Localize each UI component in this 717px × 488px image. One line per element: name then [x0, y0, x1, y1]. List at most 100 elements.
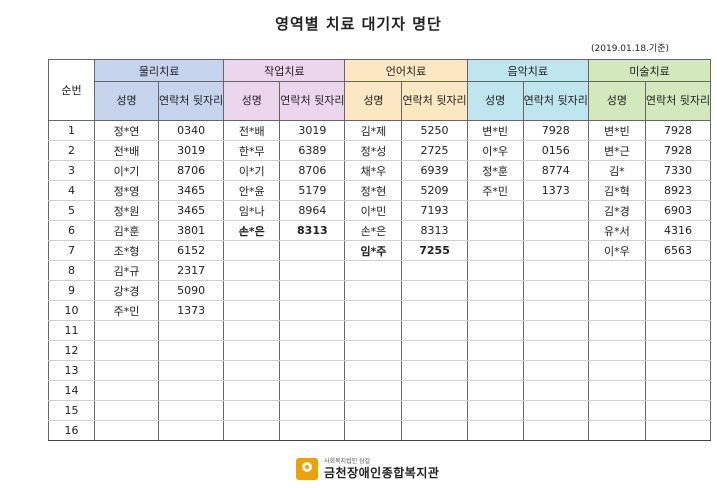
contact-cell: [279, 400, 346, 421]
name-cell: [587, 400, 646, 421]
contact-cell: 0156: [522, 140, 589, 161]
table-row: 4 정*영 3465 안*윤 5179 정*현 5209 주*민 1373 김*혁 8923: [48, 180, 712, 201]
table-row: 14: [48, 380, 712, 401]
contact-cell: [644, 260, 712, 281]
name-cell: [587, 300, 646, 321]
name-header: 성명: [466, 81, 524, 121]
name-cell: [94, 380, 159, 401]
name-cell: 이*우: [587, 240, 646, 261]
contact-cell: 5090: [157, 280, 225, 301]
seq-cell: 3: [48, 160, 95, 181]
contact-cell: [522, 380, 589, 401]
table-row: 9 강*경 5090: [48, 280, 712, 301]
name-cell: [587, 320, 646, 341]
name-cell: [344, 340, 403, 361]
name-cell: [466, 360, 524, 381]
name-header: 성명: [223, 81, 281, 121]
seq-cell: 5: [48, 200, 95, 221]
name-cell: [466, 240, 524, 261]
contact-cell: [157, 320, 225, 341]
contact-cell: 5250: [401, 120, 468, 141]
contact-cell: [522, 280, 589, 301]
contact-cell: [401, 280, 468, 301]
contact-cell: [401, 300, 468, 321]
name-cell: [466, 380, 524, 401]
contact-cell: [522, 200, 589, 221]
table-row: 11: [48, 320, 712, 341]
contact-cell: [401, 260, 468, 281]
contact-cell: [157, 400, 225, 421]
name-cell: [466, 320, 524, 341]
name-header: 성명: [587, 81, 646, 121]
name-cell: 전*배: [94, 140, 159, 161]
contact-cell: 6389: [279, 140, 346, 161]
contact-cell: [522, 300, 589, 321]
contact-cell: [279, 380, 346, 401]
page-title: 영역별 치료 대기자 명단: [275, 15, 442, 33]
name-cell: [223, 340, 281, 361]
contact-cell: 1373: [157, 300, 225, 321]
contact-cell: 3019: [157, 140, 225, 161]
name-cell: 전*배: [223, 120, 281, 141]
contact-cell: [522, 240, 589, 261]
contact-header: 연락처 뒷자리: [157, 81, 225, 121]
name-cell: 이*우: [466, 140, 524, 161]
name-cell: [94, 360, 159, 381]
contact-cell: 6939: [401, 160, 468, 181]
name-cell: 손*은: [223, 220, 281, 241]
name-cell: [587, 360, 646, 381]
name-cell: [587, 420, 646, 441]
reference-date: (2019.01.18.기준): [591, 44, 669, 54]
org-name: 금천장애인종합복지관: [324, 466, 440, 480]
name-cell: [587, 280, 646, 301]
name-cell: [223, 360, 281, 381]
table-row: 5 정*원 3465 임*나 8964 이*민 7193 김*경 6903: [48, 200, 712, 221]
contact-cell: 3465: [157, 180, 225, 201]
seq-cell: 11: [48, 320, 95, 341]
table-row: 16: [48, 420, 712, 441]
name-cell: [466, 340, 524, 361]
contact-cell: [157, 420, 225, 441]
seq-cell: 13: [48, 360, 95, 381]
name-cell: [587, 260, 646, 281]
contact-cell: 6152: [157, 240, 225, 261]
contact-cell: 3019: [279, 120, 346, 141]
contact-cell: [644, 420, 712, 441]
name-cell: [223, 300, 281, 321]
contact-cell: 5179: [279, 180, 346, 201]
table-row: 12: [48, 340, 712, 361]
contact-header: 연락처 뒷자리: [279, 81, 346, 121]
name-cell: [587, 380, 646, 401]
contact-cell: [401, 380, 468, 401]
name-cell: 변*근: [587, 140, 646, 161]
contact-cell: 1373: [522, 180, 589, 201]
seq-cell: 9: [48, 280, 95, 301]
name-cell: [466, 280, 524, 301]
org-emblem-icon: [296, 458, 318, 480]
contact-cell: [279, 240, 346, 261]
contact-cell: [279, 420, 346, 441]
contact-cell: 2317: [157, 260, 225, 281]
name-cell: [223, 320, 281, 341]
name-cell: 변*빈: [466, 120, 524, 141]
seq-cell: 7: [48, 240, 95, 261]
contact-cell: 7928: [644, 120, 712, 141]
contact-cell: 7928: [522, 120, 589, 141]
name-cell: [466, 220, 524, 241]
contact-cell: 3465: [157, 200, 225, 221]
contact-cell: 5209: [401, 180, 468, 201]
name-cell: 주*민: [94, 300, 159, 321]
contact-cell: 8706: [157, 160, 225, 181]
name-cell: 정*성: [344, 140, 403, 161]
contact-cell: 8774: [522, 160, 589, 181]
seq-cell: 12: [48, 340, 95, 361]
name-cell: 임*나: [223, 200, 281, 221]
name-cell: 정*연: [94, 120, 159, 141]
seq-cell: 14: [48, 380, 95, 401]
name-cell: [344, 400, 403, 421]
contact-cell: [522, 360, 589, 381]
contact-cell: [279, 320, 346, 341]
contact-cell: [644, 300, 712, 321]
contact-header: 연락처 뒷자리: [401, 81, 468, 121]
name-cell: [94, 400, 159, 421]
